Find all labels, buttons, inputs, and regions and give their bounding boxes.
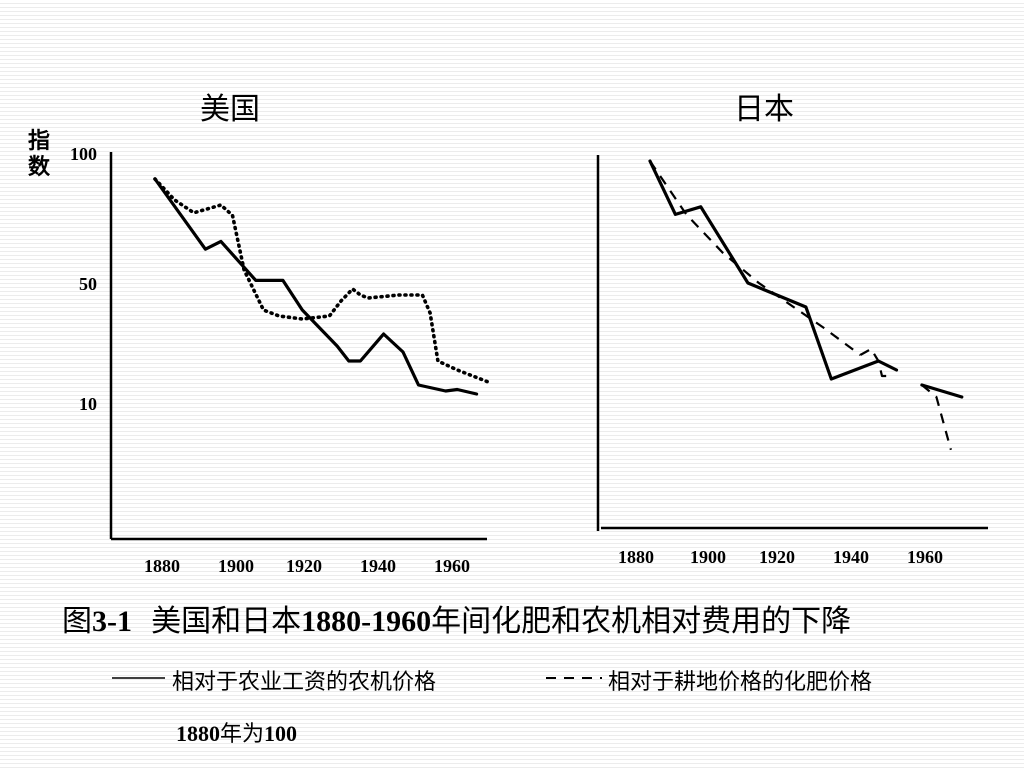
jp-x-tick-1880: 1880: [618, 547, 654, 567]
us-x-tick-1880: 1880: [144, 556, 180, 576]
note-value: 100: [264, 721, 298, 746]
legend-dashed-label: 相对于耕地价格的化肥价格: [608, 670, 873, 695]
us-y-tick-50: 50: [79, 274, 97, 294]
jp-series-1-solid-line-seg1: [648, 159, 899, 381]
jp-series-2-dashed-line-seg2: [859, 347, 890, 378]
jp-x-tick-1960: 1960: [907, 547, 943, 567]
chart-series-layer: [153, 159, 964, 451]
caption-text-b: 年间化肥和农机相对费用的下降: [431, 604, 852, 639]
us-x-tick-1920: 1920: [286, 556, 322, 576]
us-y-tick-100: 100: [70, 144, 97, 164]
jp-x-tick-1940: 1940: [833, 547, 869, 567]
jp-x-tick-1920: 1920: [759, 547, 795, 567]
jp-axes: [596, 155, 988, 531]
note-text: 年为: [220, 722, 265, 747]
jp-panel-title: 日本: [734, 92, 794, 127]
jp-series-1-solid-line-seg2: [920, 383, 964, 399]
us-series-2-dotted-line: [153, 177, 491, 384]
caption-number: 3-1: [92, 605, 132, 638]
us-y-tick-10: 10: [79, 394, 97, 414]
us-x-tick-1940: 1940: [360, 556, 396, 576]
figure-caption: 图3-1 美国和日本1880-1960年间化肥和农机相对费用的下降: [62, 596, 851, 640]
base-year-note: 1880年为100: [176, 716, 297, 748]
jp-series-2-dashed-line-seg3: [921, 384, 952, 451]
us-x-tick-1960: 1960: [434, 556, 470, 576]
us-series-1-solid-line: [153, 177, 479, 396]
us-panel-title: 美国: [200, 92, 260, 127]
y-axis-label: 指数: [28, 128, 51, 180]
caption-text-a: 美国和日本: [151, 604, 302, 639]
jp-x-tick-1900: 1900: [690, 547, 726, 567]
caption-years: 1880-1960: [301, 605, 432, 638]
caption-prefix: 图: [62, 604, 92, 639]
legend-solid-label: 相对于农业工资的农机价格: [172, 670, 437, 695]
jp-series-2-dashed-line-seg1: [649, 160, 861, 356]
us-axes: [109, 152, 487, 541]
note-year: 1880: [176, 721, 220, 746]
us-x-tick-1900: 1900: [218, 556, 254, 576]
